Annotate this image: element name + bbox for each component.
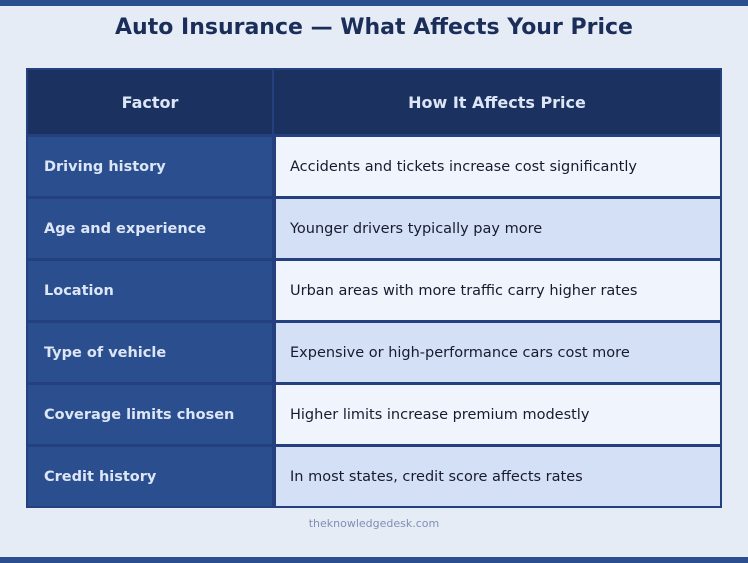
factor-cell: Type of vehicle [28,323,272,382]
effect-cell: In most states, credit score affects rat… [276,447,720,506]
column-header-factor: Factor [28,70,272,134]
top-accent-bar [0,0,748,6]
effect-cell: Younger drivers typically pay more [276,199,720,258]
column-header-effect: How It Affects Price [274,70,720,134]
factor-cell: Credit history [28,447,272,506]
source-credit: theknowledgedesk.com [308,517,440,530]
page-title: Auto Insurance — What Affects Your Price [115,15,633,40]
factor-cell: Age and experience [28,199,272,258]
factor-cell: Location [28,261,272,320]
effect-cell: Expensive or high-performance cars cost … [276,323,720,382]
bottom-accent-bar [0,557,748,563]
factors-table: Factor How It Affects Price Driving hist… [26,68,722,508]
effect-cell: Accidents and tickets increase cost sign… [276,137,720,196]
effect-cell: Higher limits increase premium modestly [276,385,720,444]
factor-cell: Coverage limits chosen [28,385,272,444]
effect-cell: Urban areas with more traffic carry high… [276,261,720,320]
factor-cell: Driving history [28,137,272,196]
